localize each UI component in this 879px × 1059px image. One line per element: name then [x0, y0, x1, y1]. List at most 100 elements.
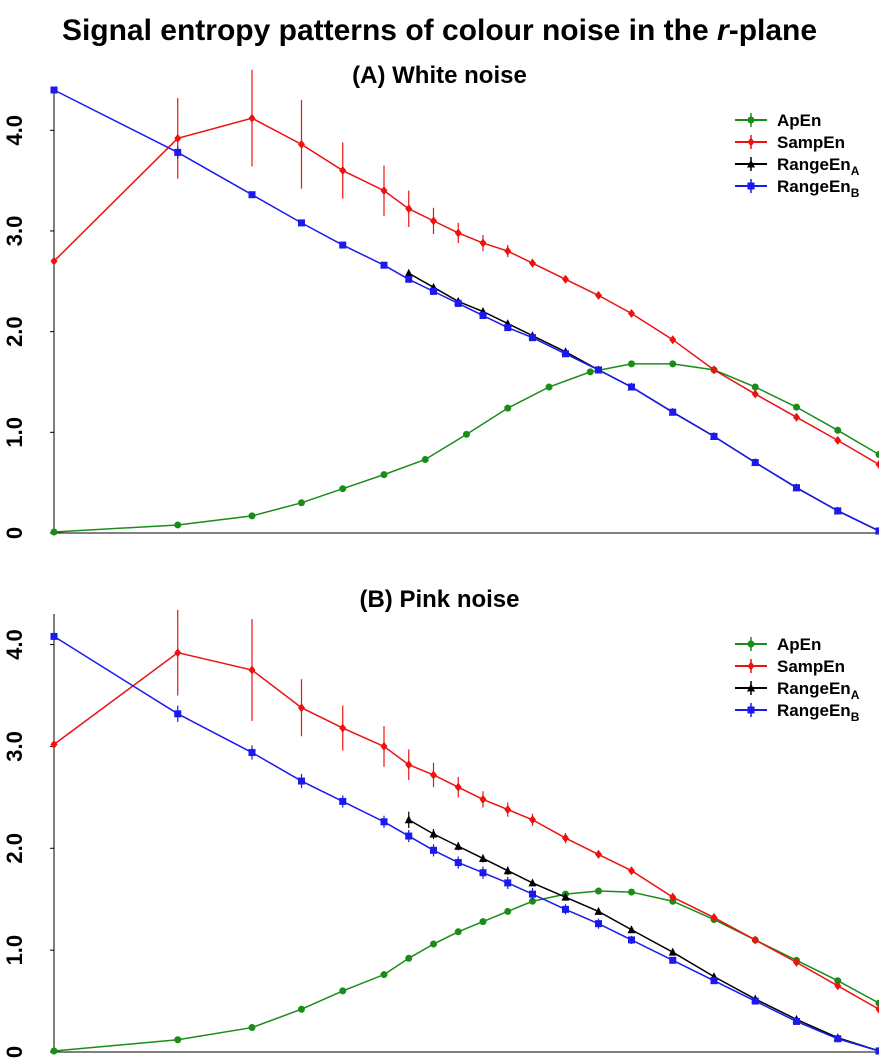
y-tick-label: 1.0 — [2, 417, 27, 448]
series-line — [53, 363, 879, 533]
data-point — [875, 450, 879, 458]
data-point — [248, 191, 256, 199]
data-point — [339, 723, 347, 733]
data-point — [339, 797, 347, 805]
data-point — [529, 897, 536, 905]
data-point — [298, 219, 305, 227]
series-line — [53, 890, 879, 1052]
data-point — [430, 287, 437, 295]
data-point — [174, 648, 182, 658]
panel-a-title: (A) White noise — [352, 62, 527, 89]
data-point — [405, 275, 413, 283]
y-tick-label: 4.0 — [2, 115, 27, 146]
legend-label: RangeEnB — [777, 177, 860, 200]
data-point — [710, 432, 718, 440]
data-point — [562, 905, 569, 913]
data-point — [595, 849, 602, 859]
data-point — [793, 412, 800, 422]
legend-label: ApEn — [777, 111, 821, 130]
data-point — [248, 665, 256, 675]
data-point — [529, 258, 536, 268]
data-point — [504, 879, 512, 887]
data-point — [298, 703, 305, 713]
data-point — [875, 460, 879, 470]
data-point — [528, 878, 537, 887]
data-point — [174, 1036, 182, 1044]
y-tick-label: 3.0 — [2, 731, 27, 762]
data-point — [793, 403, 800, 411]
series-apen — [50, 887, 879, 1055]
legend-label: RangeEnB — [777, 701, 860, 724]
data-point — [562, 274, 569, 284]
data-point — [479, 853, 487, 862]
data-point — [529, 815, 536, 825]
y-tick-label: 0 — [2, 1046, 27, 1058]
data-point — [380, 186, 388, 196]
data-point — [380, 261, 388, 269]
y-tick-label: 2.0 — [2, 833, 27, 864]
data-point — [504, 246, 512, 256]
legend-marker — [747, 116, 755, 124]
data-point — [479, 794, 487, 804]
data-point — [628, 866, 635, 876]
data-point — [298, 1005, 305, 1013]
data-point — [751, 459, 759, 467]
data-point — [751, 383, 759, 391]
figure-title-italic: r — [717, 14, 729, 47]
data-point — [339, 166, 347, 176]
panel-b-title: (B) Pink noise — [359, 586, 520, 613]
data-point — [586, 368, 594, 376]
data-point — [404, 815, 413, 824]
data-point — [454, 841, 463, 850]
data-point — [562, 833, 569, 843]
data-point — [669, 892, 677, 902]
data-point — [628, 888, 635, 896]
data-point — [50, 256, 58, 266]
data-point — [834, 1035, 842, 1043]
data-point — [454, 928, 462, 936]
data-point — [669, 956, 677, 964]
data-point — [405, 954, 413, 962]
data-point — [339, 987, 347, 995]
data-point — [248, 512, 256, 520]
data-point — [50, 86, 58, 94]
data-point — [562, 350, 569, 358]
data-point — [504, 404, 512, 412]
data-point — [669, 408, 677, 416]
data-point — [430, 846, 437, 854]
data-point — [710, 365, 718, 375]
data-point — [479, 312, 487, 320]
data-point — [248, 113, 256, 123]
data-point — [751, 389, 759, 399]
data-point — [628, 360, 635, 368]
data-point — [404, 268, 413, 277]
data-point — [339, 485, 347, 493]
y-tick-label: 1.0 — [2, 935, 27, 966]
data-point — [875, 999, 879, 1007]
data-point — [430, 770, 437, 780]
series-line — [408, 272, 879, 532]
data-point — [875, 1047, 879, 1055]
data-point — [248, 1024, 256, 1032]
data-point — [174, 133, 182, 143]
data-point — [834, 435, 842, 445]
data-point — [561, 892, 570, 901]
data-point — [380, 741, 388, 751]
data-point — [793, 957, 800, 967]
data-point — [545, 383, 553, 391]
data-point — [834, 977, 842, 985]
data-point — [628, 309, 635, 319]
data-point — [405, 832, 413, 840]
data-point — [479, 869, 487, 877]
data-point — [834, 507, 842, 515]
data-point — [380, 471, 388, 479]
data-point — [669, 335, 677, 345]
legend-label: SampEn — [777, 657, 845, 676]
data-point — [454, 228, 462, 238]
data-point — [751, 997, 759, 1005]
series-rangeen-b — [50, 632, 879, 1055]
data-point — [430, 216, 437, 226]
data-point — [669, 360, 677, 368]
figure-title: Signal entropy patterns of colour noise … — [0, 14, 879, 48]
